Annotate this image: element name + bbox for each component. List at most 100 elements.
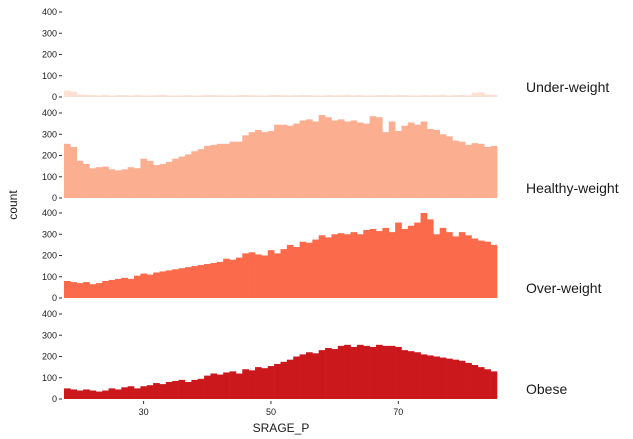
histogram-bar	[344, 344, 351, 399]
histogram-bar	[274, 124, 281, 198]
histogram-bar	[446, 136, 453, 198]
histogram-bar	[439, 134, 447, 198]
histogram-bar	[140, 386, 148, 399]
histogram-bar	[223, 95, 230, 97]
histogram-bar	[159, 94, 167, 97]
histogram-bar	[140, 273, 148, 298]
histogram-bar	[395, 131, 402, 198]
histogram-bar	[242, 135, 249, 198]
histogram-bar	[127, 386, 135, 399]
histogram-bar	[350, 95, 358, 97]
histogram-bar	[184, 267, 192, 298]
histogram-bar	[114, 170, 122, 198]
histogram-bar	[490, 145, 498, 198]
histogram-bar	[305, 95, 313, 97]
histogram-bar	[376, 344, 383, 399]
histogram-bar	[350, 120, 358, 198]
histogram-bar	[318, 95, 326, 97]
histogram-bar	[235, 95, 243, 97]
histogram-bar	[178, 268, 186, 298]
histogram-bar	[165, 95, 173, 97]
y-tick-label: 100	[42, 172, 57, 182]
histogram-bar	[388, 121, 396, 198]
histogram-bar	[134, 388, 141, 399]
y-tick-label: 100	[42, 373, 57, 383]
y-tick-label: 300	[42, 129, 57, 139]
histogram-bar	[146, 274, 154, 298]
y-tick-label: 400	[42, 7, 57, 17]
histogram-bar	[465, 144, 472, 198]
histogram-bar	[446, 358, 453, 399]
histogram-bar	[363, 230, 370, 298]
histogram-bar	[407, 351, 415, 399]
y-tick-label: 200	[42, 352, 57, 362]
histogram-bar	[76, 94, 84, 97]
histogram-bar	[134, 168, 141, 198]
histogram-bar	[242, 94, 249, 97]
histogram-bar	[248, 132, 256, 198]
histogram-bar	[216, 143, 224, 198]
histogram-bar	[369, 346, 377, 399]
histogram-bar	[229, 95, 237, 97]
histogram-bar	[248, 370, 256, 399]
histogram-bar	[382, 345, 390, 399]
histogram-bar	[140, 158, 148, 198]
y-tick-label: 100	[42, 272, 57, 282]
histogram-bar	[121, 95, 128, 97]
histogram-bar	[146, 385, 154, 399]
histogram-bar	[484, 369, 491, 399]
y-tick-label: 200	[42, 151, 57, 161]
histogram-bar	[274, 94, 281, 97]
histogram-bar	[369, 228, 377, 298]
histogram-bar	[216, 95, 224, 97]
histogram-bar	[172, 158, 179, 198]
histogram-bar	[223, 143, 230, 198]
histogram-bar	[337, 95, 345, 97]
histogram-bar	[458, 232, 466, 298]
histogram-bar	[305, 119, 313, 198]
histogram-bar	[95, 95, 103, 97]
histogram-bar	[223, 258, 230, 298]
histogram-bar	[407, 95, 415, 97]
histogram-bar	[331, 234, 339, 298]
histogram-bar	[64, 143, 71, 198]
histogram-bar	[114, 278, 122, 298]
histogram-bar	[388, 95, 396, 97]
histogram-bar	[312, 239, 320, 298]
histogram-bar	[184, 154, 192, 198]
histogram-bar	[484, 94, 491, 97]
histogram-bar	[433, 234, 440, 298]
histogram-bar	[89, 284, 97, 298]
histogram-bar	[477, 92, 485, 97]
histogram-bar	[204, 145, 211, 198]
histogram-bar	[255, 95, 262, 97]
histogram-bar	[465, 235, 472, 298]
histogram-bar	[83, 389, 90, 399]
histogram-bar	[191, 95, 199, 97]
histogram-bar	[337, 119, 345, 198]
histogram-bar	[388, 232, 396, 298]
histogram-bar	[439, 227, 447, 298]
histogram-bar	[172, 269, 179, 298]
histogram-bar	[235, 141, 243, 198]
histogram-bar	[458, 360, 466, 399]
histogram-bar	[153, 95, 160, 97]
histogram-bar	[471, 92, 479, 97]
histogram-bar	[395, 94, 402, 97]
y-tick-label: 0	[52, 293, 57, 303]
histogram-bar	[108, 388, 116, 399]
histogram-bar	[344, 234, 351, 298]
histogram-bar	[146, 95, 154, 97]
histogram-bar	[204, 375, 211, 399]
histogram-bar	[395, 346, 402, 399]
histogram-bar	[255, 367, 262, 399]
histogram-bar	[83, 94, 90, 97]
histogram-bar	[331, 120, 339, 198]
histogram-bar	[293, 95, 300, 97]
histogram-bar	[312, 353, 320, 399]
histogram-bar	[70, 147, 78, 198]
histogram-bar	[89, 390, 97, 399]
histogram-bar	[363, 95, 370, 97]
y-tick-label: 300	[42, 330, 57, 340]
histogram-bar	[280, 249, 288, 298]
